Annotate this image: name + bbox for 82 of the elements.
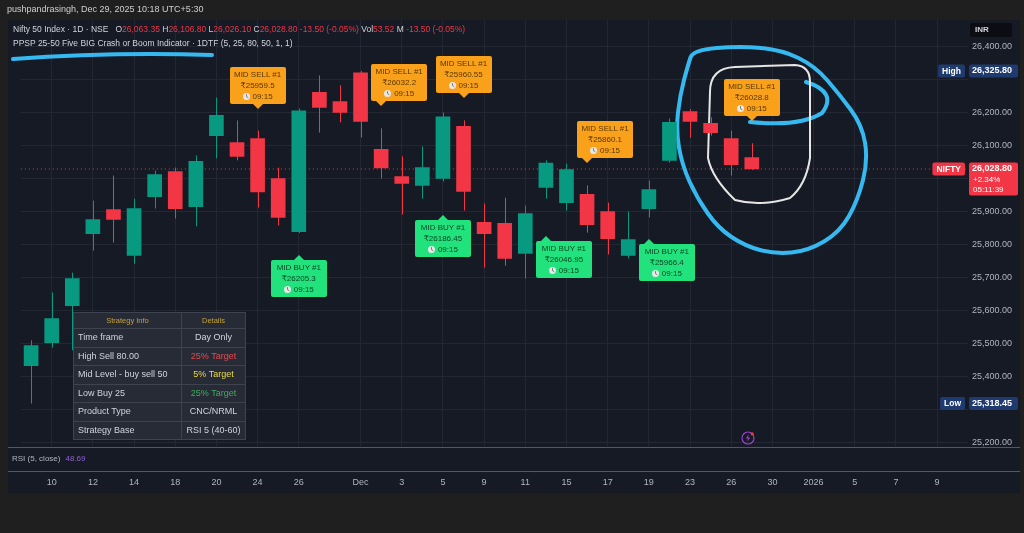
- candlestick: [312, 74, 327, 134]
- annotation: Low Buy 25: [78, 387, 126, 398]
- text: MID SELL #1 ₹26032.2 09:15: [375, 67, 423, 99]
- y-tick-label: 25,700.00: [972, 272, 1013, 283]
- candlestick: [682, 108, 698, 139]
- x-tick-label: 26: [726, 476, 737, 487]
- candlestick: [332, 84, 348, 123]
- y-tick-label: 25,400.00: [972, 371, 1013, 382]
- x-tick-label: 2026: [803, 476, 824, 487]
- x-tick-label: 17: [602, 476, 613, 487]
- x-tick-label: 7: [893, 476, 899, 487]
- x-tick-label: 3: [399, 476, 405, 487]
- x-tick-label: Dec: [352, 476, 370, 487]
- y-tick-label: 25,318.45: [972, 398, 1013, 409]
- candlestick: [415, 145, 430, 200]
- annotation: 5% Target: [193, 369, 234, 379]
- x-tick-label: 20: [211, 476, 222, 487]
- text: +2.34%: [973, 174, 1001, 184]
- x-tick-label: 15: [561, 476, 572, 487]
- x-tick-label: 26: [293, 476, 304, 487]
- x-tick-label: 5: [852, 476, 858, 487]
- x-tick-label: 12: [87, 476, 98, 487]
- y-tick-label: 26,028.80: [972, 163, 1013, 174]
- text: MID BUY #1 ₹26186.45 09:15: [420, 223, 466, 255]
- candlestick: [641, 179, 657, 218]
- candlestick: [209, 97, 224, 159]
- annotation: Mid Level - buy sell 50: [78, 369, 168, 379]
- ref-line-label: NIFTY: [936, 163, 962, 174]
- x-tick-label: 18: [170, 476, 181, 487]
- text: MID SELL #1 ₹25860.1 09:15: [581, 124, 629, 156]
- x-tick-label: 23: [685, 476, 696, 487]
- text: Nifty 50 Index · 1D · NSE: [13, 24, 109, 35]
- annotation: Time frame: [78, 332, 124, 342]
- x-tick-label: 5: [440, 476, 446, 487]
- text: INR: [975, 25, 989, 34]
- text: 05:11:39: [973, 184, 1005, 194]
- candlestick: [23, 339, 39, 405]
- annotation: PPSP 25-50 Five BIG Crash or Boom Indicator · 1DTF (5, 25, 80, 50, 1, 1): [13, 38, 293, 48]
- x-tick-label: 10: [46, 476, 57, 487]
- text: O26,063.35 H26,106.80 L26,026.10 C26,028.80 -13.50 (-0.05%) Vol53.52 M -13.50 (-0.05%): [115, 24, 466, 34]
- text: MID BUY #1 ₹25966.4 09:15: [644, 247, 689, 279]
- annotation: Strategy Base: [78, 424, 135, 435]
- annotation: RSI 5 (40-60): [186, 424, 241, 435]
- annotation: 25% Target: [190, 350, 237, 361]
- y-tick-label: 25,200.00: [972, 437, 1013, 448]
- x-tick-label: 30: [767, 476, 778, 487]
- x-tick-label: 19: [643, 476, 654, 487]
- text: MID SELL #1 ₹25960.55 09:15: [439, 59, 488, 91]
- annotation: Day Only: [194, 332, 232, 342]
- x-tick-label: 14: [129, 476, 140, 487]
- annotation: 25% Target: [190, 387, 237, 398]
- text: MID BUY #1 ₹26046.95 09:15: [541, 243, 587, 275]
- x-tick-label: 9: [934, 476, 940, 487]
- candlestick: [229, 119, 245, 161]
- candlestick: [620, 211, 636, 259]
- annotation: CNC/NRML: [189, 406, 238, 416]
- annotation: Product Type: [78, 406, 131, 416]
- candlestick: [476, 203, 492, 269]
- y-tick-label: 26,325.80: [972, 65, 1013, 76]
- text: 48.69: [65, 453, 86, 465]
- text: pushpandrasingh, Dec 29, 2025 10:18 UTC+5:30: [7, 4, 204, 14]
- annotation: High Sell 80.00: [78, 350, 140, 361]
- candlestick: [147, 170, 162, 210]
- y-tick-label: 26,100.00: [972, 139, 1013, 150]
- y-tick-label: 26,400.00: [972, 40, 1013, 51]
- y-tick-label: 25,800.00: [972, 239, 1013, 250]
- candlestick: [85, 200, 101, 251]
- y-tick-label: 25,900.00: [972, 206, 1013, 217]
- candlestick: [703, 116, 718, 137]
- annotation: Low: [944, 398, 962, 409]
- candlestick: [106, 175, 121, 244]
- text: MID SELL #1 ₹26028.8 09:15: [728, 82, 776, 114]
- x-tick-label: 24: [252, 476, 263, 487]
- y-tick-label: 25,600.00: [972, 305, 1013, 316]
- x-tick-label: 9: [481, 476, 487, 487]
- x-tick-label: 11: [520, 476, 530, 487]
- text: MID BUY #1 ₹26205.3 09:15: [276, 263, 321, 294]
- annotation: High: [942, 65, 962, 76]
- text: MID SELL #1 ₹25959.5 09:15: [233, 69, 282, 101]
- y-tick-label: 25,500.00: [972, 338, 1013, 349]
- y-tick-label: 26,200.00: [972, 106, 1013, 117]
- text: RSI (5, close): [12, 453, 61, 465]
